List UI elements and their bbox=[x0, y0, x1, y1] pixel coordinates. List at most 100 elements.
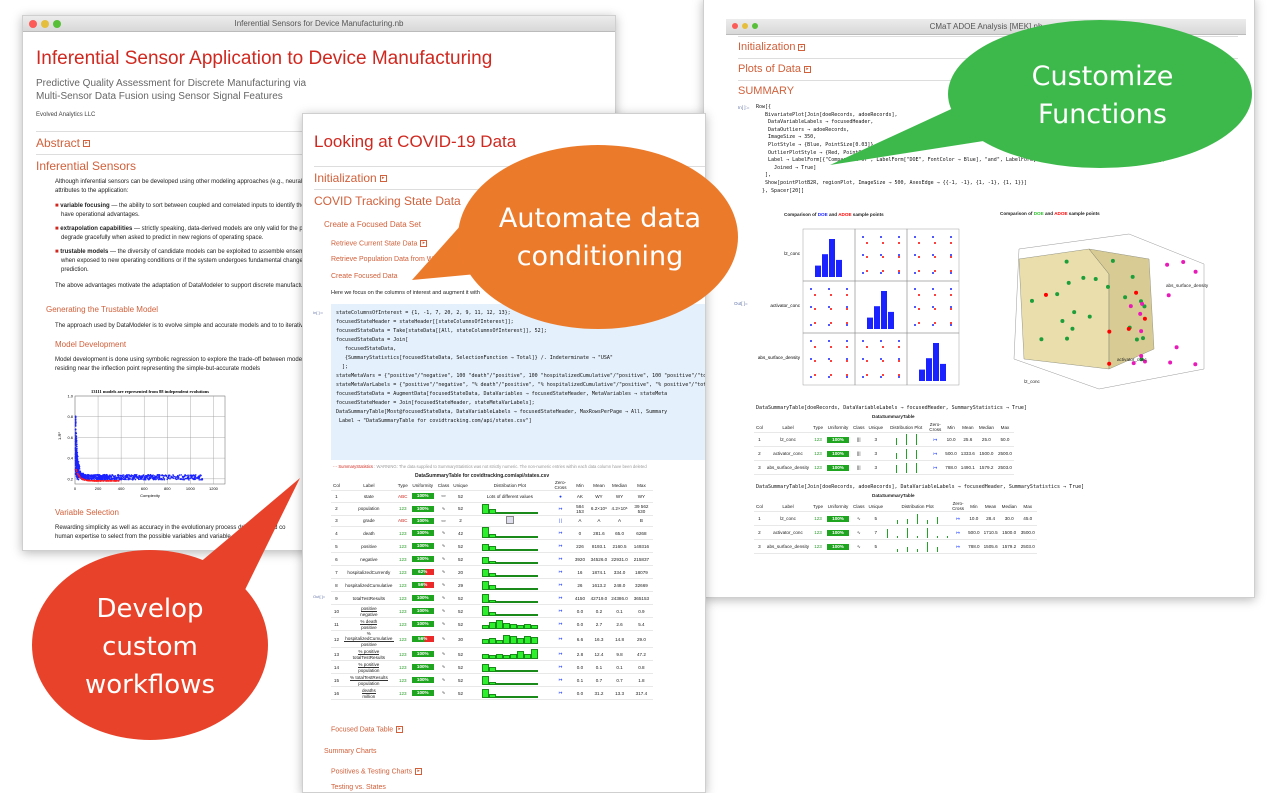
expand-icon[interactable]: ▸ bbox=[415, 768, 423, 775]
subsection-focused-table[interactable]: Focused Data Table ▸ bbox=[331, 726, 404, 733]
advantages-text: The above advantages motivate the adapta… bbox=[55, 283, 304, 289]
data-point bbox=[121, 478, 124, 480]
doe-point bbox=[810, 324, 812, 326]
data-point bbox=[182, 477, 185, 479]
code-input-cell[interactable]: DataSummaryTable[doeRecords, DataVariabl… bbox=[756, 405, 1027, 411]
doe-point bbox=[880, 254, 882, 256]
adoe-point bbox=[918, 256, 920, 258]
cell-col: 1 bbox=[754, 511, 765, 526]
cell-mean: WY bbox=[588, 490, 610, 503]
red-speech-bubble bbox=[32, 478, 300, 740]
cell-min: AK bbox=[571, 490, 589, 503]
code-cell-background[interactable] bbox=[331, 304, 705, 460]
subsection-positives-testing[interactable]: Positives & Testing Charts ▸ bbox=[331, 768, 423, 775]
expand-icon[interactable]: ▸ bbox=[420, 240, 428, 247]
data-point bbox=[169, 477, 171, 480]
cell-unique: 52 bbox=[451, 490, 470, 503]
text-line: Although inferential sensors can be deve… bbox=[55, 179, 308, 185]
histogram bbox=[481, 618, 538, 630]
pareto-point bbox=[91, 479, 94, 482]
subsubsection-create-focused[interactable]: Create Focused Data bbox=[331, 273, 398, 280]
data-point bbox=[187, 477, 190, 480]
code-line: focusedStateData = AugmentData[focusedSt… bbox=[336, 391, 668, 397]
bullet-term: extrapolation capabilities bbox=[60, 226, 133, 232]
class-icon: ∿ bbox=[435, 526, 452, 541]
subsection-model-development[interactable]: Model Development bbox=[55, 340, 127, 349]
adoe-point bbox=[1139, 329, 1144, 334]
doe-point bbox=[846, 288, 848, 290]
subsection-testing-states[interactable]: Testing vs. States bbox=[331, 784, 386, 791]
section-label: Abstract bbox=[36, 136, 81, 150]
subtitle-line-2: Multi-Sensor Data Fusion using Sensor Si… bbox=[36, 91, 283, 102]
code-input-cell[interactable]: DataSummaryTable[Join[doeRecords, adoeRe… bbox=[756, 484, 1085, 490]
data-point bbox=[74, 420, 77, 422]
cell-col: 4 bbox=[331, 526, 342, 541]
class-icon: ∿ bbox=[435, 539, 452, 554]
title-part: Comparison of bbox=[1000, 211, 1034, 216]
uniformity-bar: 100% bbox=[411, 621, 434, 628]
bullet-text: — the ability to sort between coupled an… bbox=[109, 203, 305, 209]
cell-type: 123 bbox=[811, 511, 826, 526]
minimize-button[interactable] bbox=[742, 23, 748, 29]
subsection-generating[interactable]: Generating the Trustable Model bbox=[46, 305, 159, 314]
data-point bbox=[120, 478, 123, 481]
doe-point bbox=[846, 306, 848, 308]
data-point bbox=[94, 477, 97, 480]
subsection-focused-set[interactable]: Create a Focused Data Set bbox=[324, 220, 421, 229]
adoe-point bbox=[814, 374, 816, 376]
data-point bbox=[156, 476, 159, 479]
data-point bbox=[201, 478, 204, 480]
label-denominator: positive bbox=[361, 624, 377, 630]
expand-icon[interactable]: ▸ bbox=[396, 726, 404, 733]
section-initialization[interactable]: Initialization ▸ bbox=[738, 36, 1238, 53]
data-point bbox=[77, 463, 79, 466]
cell-mean: 0.1 bbox=[588, 660, 610, 675]
close-button[interactable] bbox=[29, 20, 37, 28]
title-bar[interactable]: Inferential Sensors for Device Manufactu… bbox=[23, 16, 615, 32]
doe-point bbox=[862, 254, 864, 256]
column-header: Zero-Cross bbox=[927, 422, 944, 433]
code-input-cell[interactable]: stateColumnsOfInterest = {1, -1, 7, 20, … bbox=[336, 309, 705, 426]
zoom-button[interactable] bbox=[53, 20, 61, 28]
subsubsection-retrieve-current[interactable]: Retrieve Current State Data ▸ bbox=[331, 240, 428, 248]
class-icon: ∿ bbox=[435, 617, 452, 632]
data-point bbox=[182, 478, 184, 481]
expand-icon[interactable]: ▸ bbox=[803, 65, 811, 73]
3d-plot-title: Comparison of DOE and ADOE sample points bbox=[1000, 211, 1100, 216]
doe-point bbox=[828, 324, 830, 326]
expand-icon[interactable]: ▸ bbox=[379, 175, 387, 183]
label-numerator: % death bbox=[360, 618, 378, 625]
pareto-point bbox=[104, 479, 107, 482]
data-point bbox=[183, 478, 186, 481]
subsection-summary-charts[interactable]: Summary Charts bbox=[324, 748, 377, 755]
code-line: Show[pointPlotB2R, regionPlot, ImageSize… bbox=[756, 179, 1027, 186]
histogram-bar bbox=[888, 311, 894, 329]
cell-min: 0.0 bbox=[571, 686, 589, 701]
cell-max: 50.0 bbox=[995, 432, 1014, 447]
doe-point bbox=[898, 358, 900, 360]
close-button[interactable] bbox=[732, 23, 738, 29]
minimize-button[interactable] bbox=[41, 20, 49, 28]
expand-icon[interactable]: ▸ bbox=[83, 140, 91, 148]
section-label: Retrieve Current State Data bbox=[331, 240, 418, 248]
data-point bbox=[84, 477, 87, 480]
cell-col: 2 bbox=[331, 502, 342, 516]
subsubsection-retrieve-population[interactable]: Retrieve Population Data from Wolfram bbox=[331, 256, 453, 263]
zoom-button[interactable] bbox=[752, 23, 758, 29]
data-summary-table: Col Label Type Uniformity Class Unique Distrib… bbox=[754, 422, 1014, 475]
expand-icon[interactable]: ▸ bbox=[798, 43, 806, 51]
cell-type: 123 bbox=[811, 446, 826, 461]
cell-median: 14.8 bbox=[609, 630, 630, 649]
uniformity-bar: 100% bbox=[411, 543, 434, 550]
code-line: focusedStateData = Take[stateData[[All, … bbox=[336, 328, 547, 334]
bivariate-plot-title: Comparison of DOE and ADOE sample points bbox=[784, 212, 884, 217]
doe-point bbox=[898, 340, 900, 342]
histogram-bar bbox=[940, 363, 946, 381]
data-point bbox=[101, 478, 103, 481]
subsection-variable-selection[interactable]: Variable Selection bbox=[55, 508, 119, 517]
x-tick-label: 800 bbox=[164, 486, 171, 491]
window-title: CMaT ADOE Analysis [MEK].nb bbox=[929, 22, 1043, 31]
doe-point bbox=[846, 340, 848, 342]
histogram bbox=[481, 540, 538, 552]
data-point bbox=[178, 474, 181, 476]
